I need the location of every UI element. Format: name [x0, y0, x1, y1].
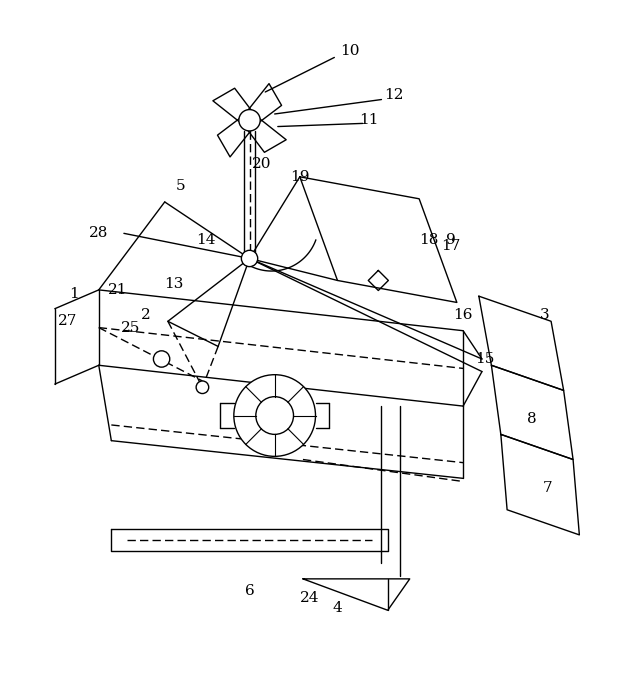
Text: 3: 3 — [540, 308, 550, 322]
Text: 5: 5 — [175, 179, 186, 193]
Text: 20: 20 — [252, 157, 272, 171]
Text: 15: 15 — [475, 352, 495, 366]
Text: 21: 21 — [108, 283, 127, 297]
Text: 27: 27 — [57, 314, 77, 328]
Text: 18: 18 — [419, 233, 439, 247]
Text: 19: 19 — [290, 170, 310, 184]
Circle shape — [196, 381, 209, 394]
Circle shape — [234, 375, 316, 456]
Text: 4: 4 — [333, 601, 343, 615]
Text: 14: 14 — [196, 233, 215, 247]
Circle shape — [256, 397, 293, 434]
Text: 7: 7 — [543, 481, 553, 495]
Text: 9: 9 — [445, 233, 456, 247]
Circle shape — [153, 351, 170, 367]
Text: 25: 25 — [121, 321, 140, 334]
Circle shape — [239, 110, 260, 131]
Text: 2: 2 — [141, 308, 151, 322]
Circle shape — [242, 250, 257, 267]
Text: 28: 28 — [89, 226, 109, 241]
Text: 1: 1 — [69, 287, 78, 301]
Text: 6: 6 — [245, 584, 254, 599]
Text: 11: 11 — [359, 113, 379, 127]
Text: 13: 13 — [165, 276, 184, 290]
Text: 12: 12 — [384, 88, 404, 102]
Text: 10: 10 — [340, 44, 360, 58]
Text: 24: 24 — [300, 590, 319, 605]
Text: 17: 17 — [441, 239, 460, 253]
Text: 16: 16 — [454, 308, 473, 322]
Text: 8: 8 — [528, 412, 537, 426]
